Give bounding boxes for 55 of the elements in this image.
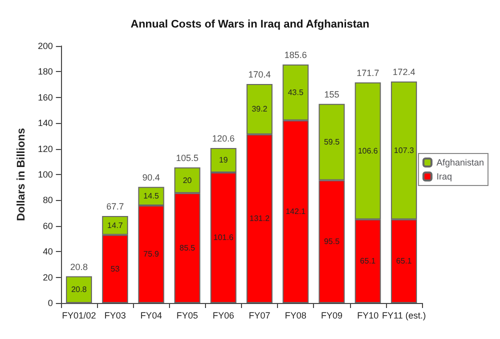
x-tick-label: FY11 (est.) — [382, 310, 426, 320]
y-tick-label: 140 — [38, 118, 53, 128]
y-tick-label: 20 — [42, 272, 53, 282]
total-label: 171.7 — [356, 68, 380, 78]
data-label: 14.7 — [107, 220, 124, 230]
total-label: 105.5 — [176, 152, 199, 163]
x-tick-label: FY07 — [248, 310, 270, 320]
total-label: 120.6 — [212, 134, 235, 144]
chart-title: Annual Costs of Wars in Iraq and Afghanistan — [130, 18, 370, 30]
bar — [66, 276, 92, 303]
x-tick-label: FY06 — [212, 310, 234, 320]
total-label: 172.4 — [392, 66, 416, 77]
total-label: 170.4 — [248, 70, 271, 80]
total-label: 20.8 — [70, 262, 88, 272]
x-tick-label: FY01/02 — [62, 310, 96, 320]
x-tick-label: FY09 — [320, 310, 342, 320]
y-tick-label: 100 — [38, 170, 53, 180]
data-label: 106.6 — [358, 146, 378, 156]
data-label: 19 — [218, 156, 228, 165]
data-label: 65.1 — [360, 256, 376, 266]
data-label: 131.2 — [249, 214, 270, 224]
y-tick-label: 180 — [38, 66, 53, 77]
data-label: 39.2 — [252, 104, 268, 114]
data-label: 101.6 — [213, 233, 234, 242]
data-label: 107.3 — [394, 146, 414, 155]
data-label: 14.5 — [143, 192, 160, 201]
total-label: 67.7 — [106, 202, 124, 212]
data-label: 43.5 — [288, 88, 304, 97]
y-tick-label: 80 — [42, 195, 53, 206]
y-tick-label: 200 — [38, 41, 53, 51]
data-label: 142.1 — [286, 207, 306, 216]
data-label: 59.5 — [324, 138, 340, 147]
x-tick-label: FY05 — [176, 310, 198, 320]
x-tick-label: FY08 — [284, 310, 306, 320]
data-label: 20.8 — [71, 285, 88, 294]
data-label: 95.5 — [324, 237, 340, 246]
total-label: 90.4 — [142, 172, 160, 182]
data-label: 65.1 — [396, 256, 412, 266]
y-tick-label: 0 — [48, 298, 53, 308]
data-label: 20 — [182, 176, 192, 185]
y-tick-label: 40 — [42, 246, 53, 257]
y-tick-label: 120 — [38, 144, 53, 154]
x-tick-label: FY04 — [140, 310, 162, 320]
data-label: 53 — [110, 264, 120, 274]
x-tick-label: FY10 — [357, 310, 379, 320]
y-tick-label: 60 — [42, 220, 53, 231]
total-label: 185.6 — [284, 50, 307, 60]
data-label: 75.9 — [143, 250, 160, 259]
total-label: 155 — [324, 89, 340, 100]
legend-label: Afghanistan — [436, 158, 484, 168]
x-tick-label: FY03 — [104, 310, 126, 320]
data-label: 85.5 — [180, 244, 196, 253]
y-axis-title: Dollars in Billions — [16, 128, 28, 221]
y-tick-label: 160 — [38, 92, 53, 102]
legend-label: Iraq — [436, 172, 452, 182]
